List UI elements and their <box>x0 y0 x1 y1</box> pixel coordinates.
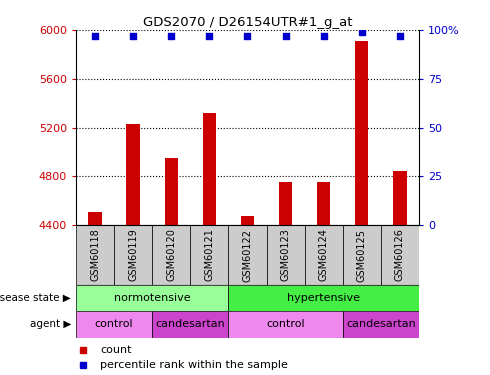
Point <box>282 33 290 39</box>
Bar <box>317 182 330 225</box>
Bar <box>267 225 305 285</box>
Bar <box>241 216 254 225</box>
Bar <box>343 311 419 338</box>
Point <box>129 33 137 39</box>
Text: disease state ▶: disease state ▶ <box>0 293 71 303</box>
Text: agent ▶: agent ▶ <box>30 320 71 329</box>
Point <box>244 33 251 39</box>
Bar <box>76 285 228 311</box>
Bar <box>152 225 190 285</box>
Bar <box>279 182 292 225</box>
Point <box>358 29 366 35</box>
Text: GSM60119: GSM60119 <box>128 229 138 281</box>
Text: count: count <box>100 345 131 355</box>
Bar <box>393 171 407 225</box>
Bar <box>228 225 267 285</box>
Bar <box>76 225 114 285</box>
Text: normotensive: normotensive <box>114 293 191 303</box>
Point <box>320 33 328 39</box>
Bar <box>203 113 216 225</box>
Point <box>91 33 99 39</box>
Bar <box>305 225 343 285</box>
Text: GSM60124: GSM60124 <box>318 228 329 281</box>
Text: GSM60125: GSM60125 <box>357 228 367 282</box>
Bar <box>343 225 381 285</box>
Bar <box>228 285 419 311</box>
Text: GSM60126: GSM60126 <box>395 228 405 281</box>
Bar <box>126 124 140 225</box>
Text: control: control <box>266 320 305 329</box>
Bar <box>190 225 228 285</box>
Point <box>205 33 213 39</box>
Bar <box>355 41 368 225</box>
Bar <box>114 225 152 285</box>
Text: GSM60121: GSM60121 <box>204 228 214 281</box>
Text: percentile rank within the sample: percentile rank within the sample <box>100 360 288 370</box>
Bar <box>88 211 101 225</box>
Bar <box>381 225 419 285</box>
Bar <box>228 311 343 338</box>
Text: candesartan: candesartan <box>155 320 225 329</box>
Bar <box>76 311 152 338</box>
Text: GSM60122: GSM60122 <box>243 228 252 282</box>
Text: GSM60123: GSM60123 <box>281 228 291 281</box>
Point <box>396 33 404 39</box>
Text: GSM60120: GSM60120 <box>166 228 176 281</box>
Bar <box>165 158 178 225</box>
Bar <box>152 311 228 338</box>
Title: GDS2070 / D26154UTR#1_g_at: GDS2070 / D26154UTR#1_g_at <box>143 16 352 29</box>
Text: GSM60118: GSM60118 <box>90 229 100 281</box>
Text: control: control <box>95 320 133 329</box>
Text: hypertensive: hypertensive <box>287 293 360 303</box>
Text: candesartan: candesartan <box>346 320 416 329</box>
Point <box>167 33 175 39</box>
